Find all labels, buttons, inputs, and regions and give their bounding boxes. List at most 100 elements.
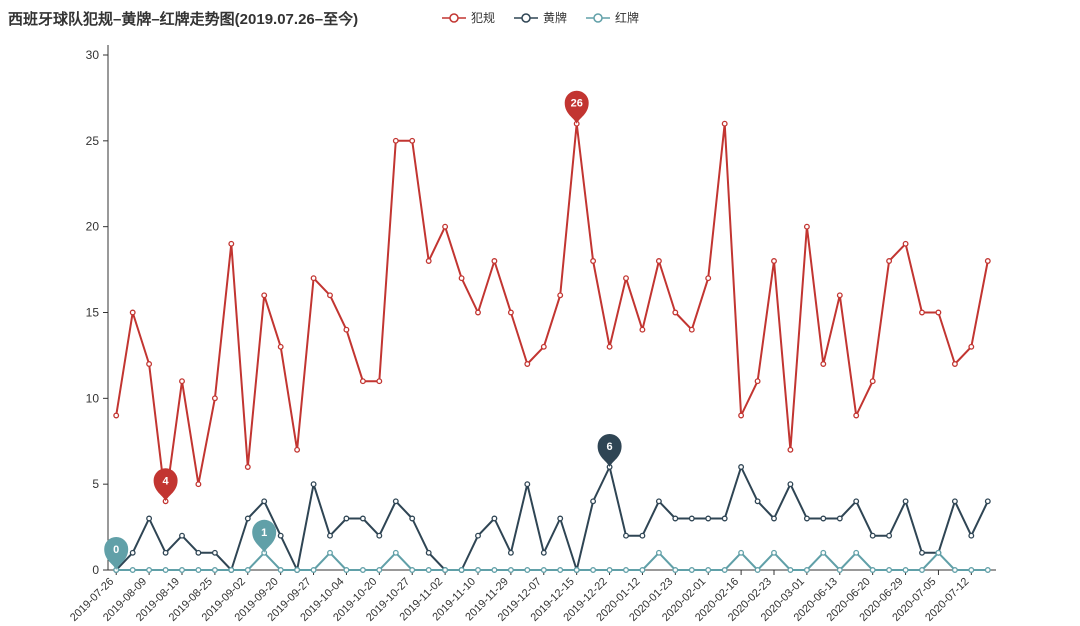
legend: 犯规 黄牌 红牌 xyxy=(0,9,1080,26)
data-point xyxy=(984,258,991,264)
data-point xyxy=(524,567,531,573)
data-point xyxy=(129,567,136,573)
data-point xyxy=(869,378,876,385)
data-point xyxy=(491,567,498,573)
data-point xyxy=(129,549,136,556)
data-point xyxy=(458,567,465,573)
data-point xyxy=(902,240,909,247)
data-point xyxy=(573,567,580,573)
data-point xyxy=(688,515,695,522)
pin-value-label: 1 xyxy=(261,527,267,539)
data-point xyxy=(327,532,333,539)
data-point xyxy=(754,567,761,573)
data-point xyxy=(688,326,695,333)
data-point xyxy=(639,326,646,333)
data-point xyxy=(327,549,333,556)
data-point xyxy=(836,567,843,573)
data-point xyxy=(211,549,218,556)
legend-item-黄牌[interactable]: 黄牌 xyxy=(513,9,567,26)
data-point xyxy=(343,326,350,333)
data-point xyxy=(590,258,597,264)
data-point xyxy=(639,567,646,573)
pin-value-label: 0 xyxy=(113,544,119,556)
data-point xyxy=(853,498,860,505)
pin-icon xyxy=(153,468,178,502)
data-point xyxy=(820,549,827,556)
data-point xyxy=(738,549,745,556)
data-point xyxy=(359,567,366,573)
data-point xyxy=(310,481,317,488)
data-point xyxy=(425,258,432,264)
data-point xyxy=(277,343,284,350)
data-point xyxy=(409,137,416,144)
data-point xyxy=(195,549,202,556)
data-point xyxy=(475,567,481,573)
data-point xyxy=(902,498,909,505)
data-point xyxy=(705,515,712,522)
data-point xyxy=(179,532,185,539)
data-point xyxy=(853,412,860,419)
data-point xyxy=(968,532,975,539)
data-point xyxy=(195,481,202,488)
data-point xyxy=(836,515,843,522)
data-point xyxy=(672,515,679,522)
data-point xyxy=(244,464,251,470)
legend-item-label: 红牌 xyxy=(615,11,640,25)
data-point xyxy=(836,292,843,299)
data-point xyxy=(310,275,317,282)
data-point xyxy=(639,532,646,539)
data-point xyxy=(524,481,531,488)
data-point xyxy=(146,567,153,573)
data-point xyxy=(919,549,925,556)
data-point xyxy=(392,137,399,144)
data-point xyxy=(195,567,202,573)
data-point xyxy=(327,292,333,299)
data-point xyxy=(557,292,564,299)
data-point xyxy=(211,395,218,402)
axes: 0510152025302019-07-262019-08-092019-08-… xyxy=(68,45,996,624)
data-point xyxy=(310,567,317,573)
data-point xyxy=(228,567,235,573)
y-axis-tick-label: 0 xyxy=(92,563,99,577)
page-title: 西班牙球队犯规–黄牌–红牌走势图(2019.07.26–至今) xyxy=(8,11,359,28)
data-point xyxy=(540,343,547,350)
data-point xyxy=(623,532,629,539)
data-point xyxy=(557,567,564,573)
data-point xyxy=(754,498,761,505)
data-point xyxy=(425,549,432,556)
pin-value-label: 4 xyxy=(163,475,170,487)
data-point xyxy=(688,567,695,573)
mark-point-pin-黄牌-6: 6 xyxy=(597,434,622,467)
data-point xyxy=(442,223,449,230)
data-point xyxy=(820,361,827,367)
data-point xyxy=(376,567,383,573)
legend-item-红牌[interactable]: 红牌 xyxy=(585,9,639,26)
data-point xyxy=(491,515,498,522)
data-point xyxy=(886,567,893,573)
y-axis-tick-label: 25 xyxy=(86,134,100,148)
legend-item-犯规[interactable]: 犯规 xyxy=(441,9,495,26)
data-point xyxy=(721,515,728,522)
y-axis-tick-label: 30 xyxy=(86,48,100,62)
pin-value-label: 26 xyxy=(571,98,583,110)
data-point xyxy=(721,567,728,573)
legend-line-marker-icon xyxy=(513,12,538,23)
data-point xyxy=(507,567,514,573)
data-point xyxy=(968,343,975,350)
data-point xyxy=(376,532,383,539)
data-point xyxy=(803,515,810,522)
data-point xyxy=(754,378,761,385)
data-point xyxy=(442,567,449,573)
pin-value-label: 6 xyxy=(607,441,613,453)
data-point xyxy=(524,361,531,367)
mark-point-pin-犯规-4: 4 xyxy=(153,468,178,502)
data-point xyxy=(738,464,745,470)
data-point xyxy=(244,515,251,522)
data-point xyxy=(507,309,514,316)
series-line-犯规 xyxy=(115,122,989,503)
data-point xyxy=(771,515,777,522)
data-point xyxy=(869,567,876,573)
y-axis-tick-label: 5 xyxy=(92,477,99,491)
data-point xyxy=(146,515,153,522)
